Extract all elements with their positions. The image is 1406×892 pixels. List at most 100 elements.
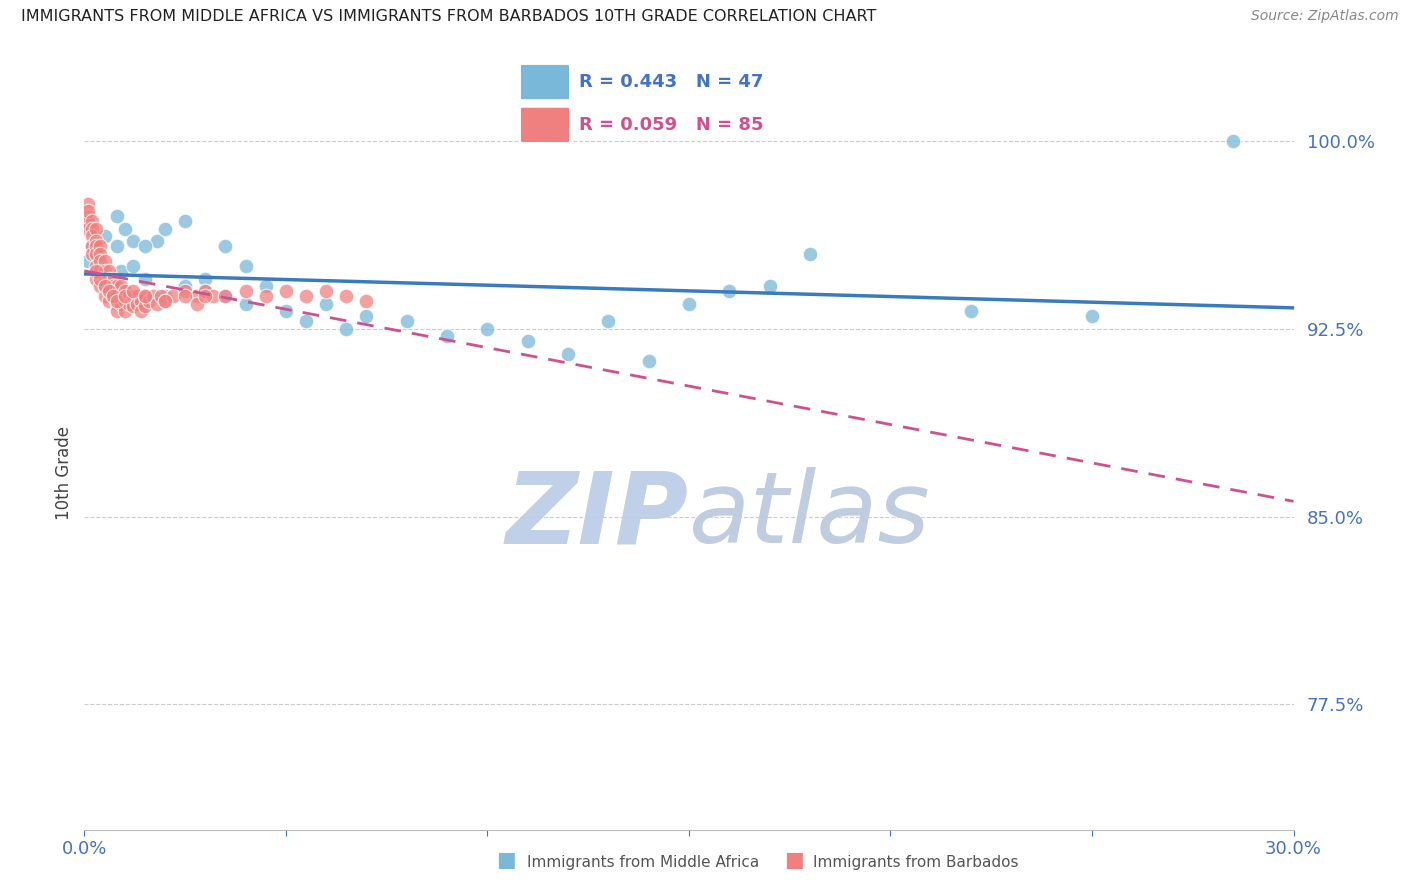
Text: ■: ■ — [785, 850, 804, 870]
Point — [82, 229, 104, 244]
Point — [395, 314, 418, 328]
Point — [121, 234, 143, 248]
Point — [960, 304, 983, 318]
Point — [678, 297, 700, 311]
Point — [86, 246, 108, 260]
Point — [315, 284, 337, 298]
Point — [121, 289, 143, 303]
Point — [1081, 310, 1104, 324]
Point — [97, 264, 120, 278]
Point — [194, 289, 217, 303]
Point — [89, 254, 111, 268]
Point — [89, 264, 111, 278]
Point — [118, 289, 141, 303]
Text: Immigrants from Middle Africa: Immigrants from Middle Africa — [527, 855, 759, 870]
Text: R = 0.059   N = 85: R = 0.059 N = 85 — [579, 116, 763, 134]
Point — [129, 304, 152, 318]
Point — [186, 297, 208, 311]
Point — [153, 294, 176, 309]
Point — [174, 214, 197, 228]
Text: Source: ZipAtlas.com: Source: ZipAtlas.com — [1251, 9, 1399, 23]
Point — [86, 264, 108, 278]
Point — [86, 239, 108, 253]
Point — [356, 294, 378, 309]
Point — [114, 284, 136, 298]
Point — [134, 289, 156, 303]
Point — [138, 294, 160, 309]
Point — [82, 239, 104, 253]
Point — [194, 271, 217, 285]
Point — [121, 299, 143, 313]
FancyBboxPatch shape — [520, 64, 569, 100]
Point — [516, 334, 538, 349]
Point — [105, 209, 128, 223]
Point — [77, 254, 100, 268]
Point — [356, 310, 378, 324]
Point — [153, 221, 176, 235]
Text: ZIP: ZIP — [506, 467, 689, 564]
Point — [105, 239, 128, 253]
Point — [97, 271, 120, 285]
Point — [105, 297, 128, 311]
Point — [125, 289, 148, 303]
Point — [125, 297, 148, 311]
Point — [235, 297, 257, 311]
Point — [82, 239, 104, 253]
Point — [93, 264, 115, 278]
Point — [93, 271, 115, 285]
Point — [77, 196, 100, 211]
Point — [118, 297, 141, 311]
Point — [295, 314, 318, 328]
Point — [97, 294, 120, 309]
Point — [153, 289, 176, 303]
Point — [105, 304, 128, 318]
Text: atlas: atlas — [689, 467, 931, 564]
Point — [77, 221, 100, 235]
Point — [146, 234, 169, 248]
Point — [274, 304, 297, 318]
Point — [114, 289, 136, 303]
Point — [101, 279, 124, 293]
Point — [93, 229, 115, 244]
Point — [134, 271, 156, 285]
Point — [235, 259, 257, 273]
Point — [105, 294, 128, 309]
Point — [86, 246, 108, 260]
Point — [477, 322, 499, 336]
Point — [758, 279, 780, 293]
Point — [114, 304, 136, 318]
Point — [149, 289, 172, 303]
Text: R = 0.443   N = 47: R = 0.443 N = 47 — [579, 73, 763, 91]
Point — [114, 284, 136, 298]
Point — [557, 347, 579, 361]
Point — [214, 289, 236, 303]
Point — [82, 246, 104, 260]
Point — [174, 279, 197, 293]
Point — [194, 284, 217, 298]
Point — [799, 246, 821, 260]
Point — [254, 279, 277, 293]
Point — [77, 209, 100, 223]
Point — [114, 294, 136, 309]
Point — [89, 264, 111, 278]
Point — [89, 279, 111, 293]
Point — [97, 284, 120, 298]
Point — [142, 289, 165, 303]
Point — [97, 284, 120, 298]
Point — [89, 246, 111, 260]
Point — [93, 289, 115, 303]
Point — [214, 239, 236, 253]
Point — [315, 297, 337, 311]
Point — [129, 294, 152, 309]
Point — [93, 279, 115, 293]
Point — [134, 299, 156, 313]
Text: IMMIGRANTS FROM MIDDLE AFRICA VS IMMIGRANTS FROM BARBADOS 10TH GRADE CORRELATION: IMMIGRANTS FROM MIDDLE AFRICA VS IMMIGRA… — [21, 9, 876, 24]
Point — [105, 289, 128, 303]
Point — [86, 259, 108, 273]
Point — [146, 297, 169, 311]
Point — [637, 354, 659, 368]
Point — [101, 289, 124, 303]
Point — [436, 329, 458, 343]
Point — [153, 294, 176, 309]
Point — [86, 221, 108, 235]
